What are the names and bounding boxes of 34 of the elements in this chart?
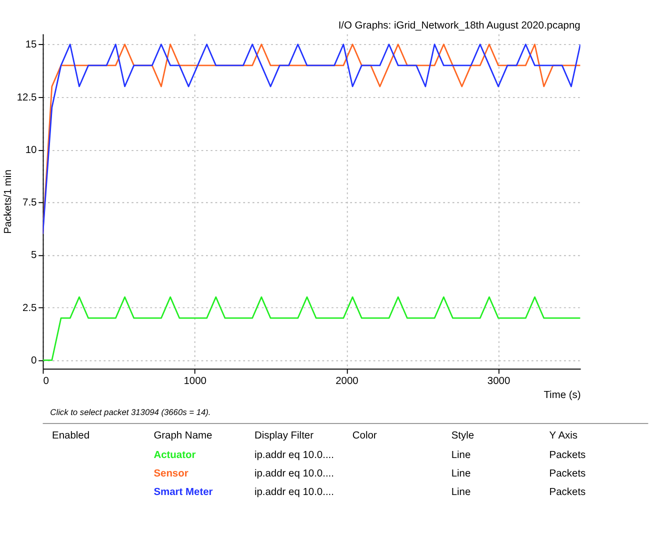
text: Click to select packet 313094 (3660s = 14). (50, 407, 211, 418)
chart-title: I/O Graphs: iGrid_Network_18th August 2020.pcapng (338, 20, 581, 32)
x-tick-label: 1000 (184, 376, 207, 387)
text: Actuator (154, 450, 196, 461)
x-axis-title: Time (s) (544, 390, 581, 401)
text: Enabled (52, 430, 90, 442)
x-tick-label: 2000 (336, 376, 359, 387)
text: Smart Meter (154, 487, 213, 498)
text: Packets (549, 450, 586, 461)
text: Line (451, 487, 471, 498)
text: Line (451, 468, 471, 480)
text: Line (451, 450, 471, 461)
y-tick-label: 10 (25, 144, 38, 156)
y-tick-label: 0 (31, 355, 38, 366)
text: Y Axis (549, 430, 578, 442)
text: Color (352, 430, 378, 442)
y-tick-label: 15 (25, 40, 38, 51)
x-tick-label: 0 (43, 376, 50, 387)
y-axis-title: Packets/1 min (3, 169, 14, 234)
text: Style (451, 430, 474, 442)
text: ip.addr eq 10.0.... (254, 468, 334, 480)
y-tick-label: 12.5 (16, 92, 38, 104)
text: ip.addr eq 10.0.... (254, 487, 334, 498)
text: Display Filter (254, 430, 314, 442)
text: Packets (549, 468, 586, 480)
text: Sensor (154, 468, 188, 480)
x-tick-label: 3000 (487, 376, 510, 387)
y-tick-label: 7.5 (22, 198, 38, 209)
y-tick-label: 2.5 (22, 302, 38, 314)
y-tick-label: 5 (31, 250, 38, 262)
text: Graph Name (154, 430, 213, 442)
line-series (42, 44, 580, 235)
text: ip.addr eq 10.0.... (254, 450, 334, 461)
text: Packets (549, 487, 586, 498)
